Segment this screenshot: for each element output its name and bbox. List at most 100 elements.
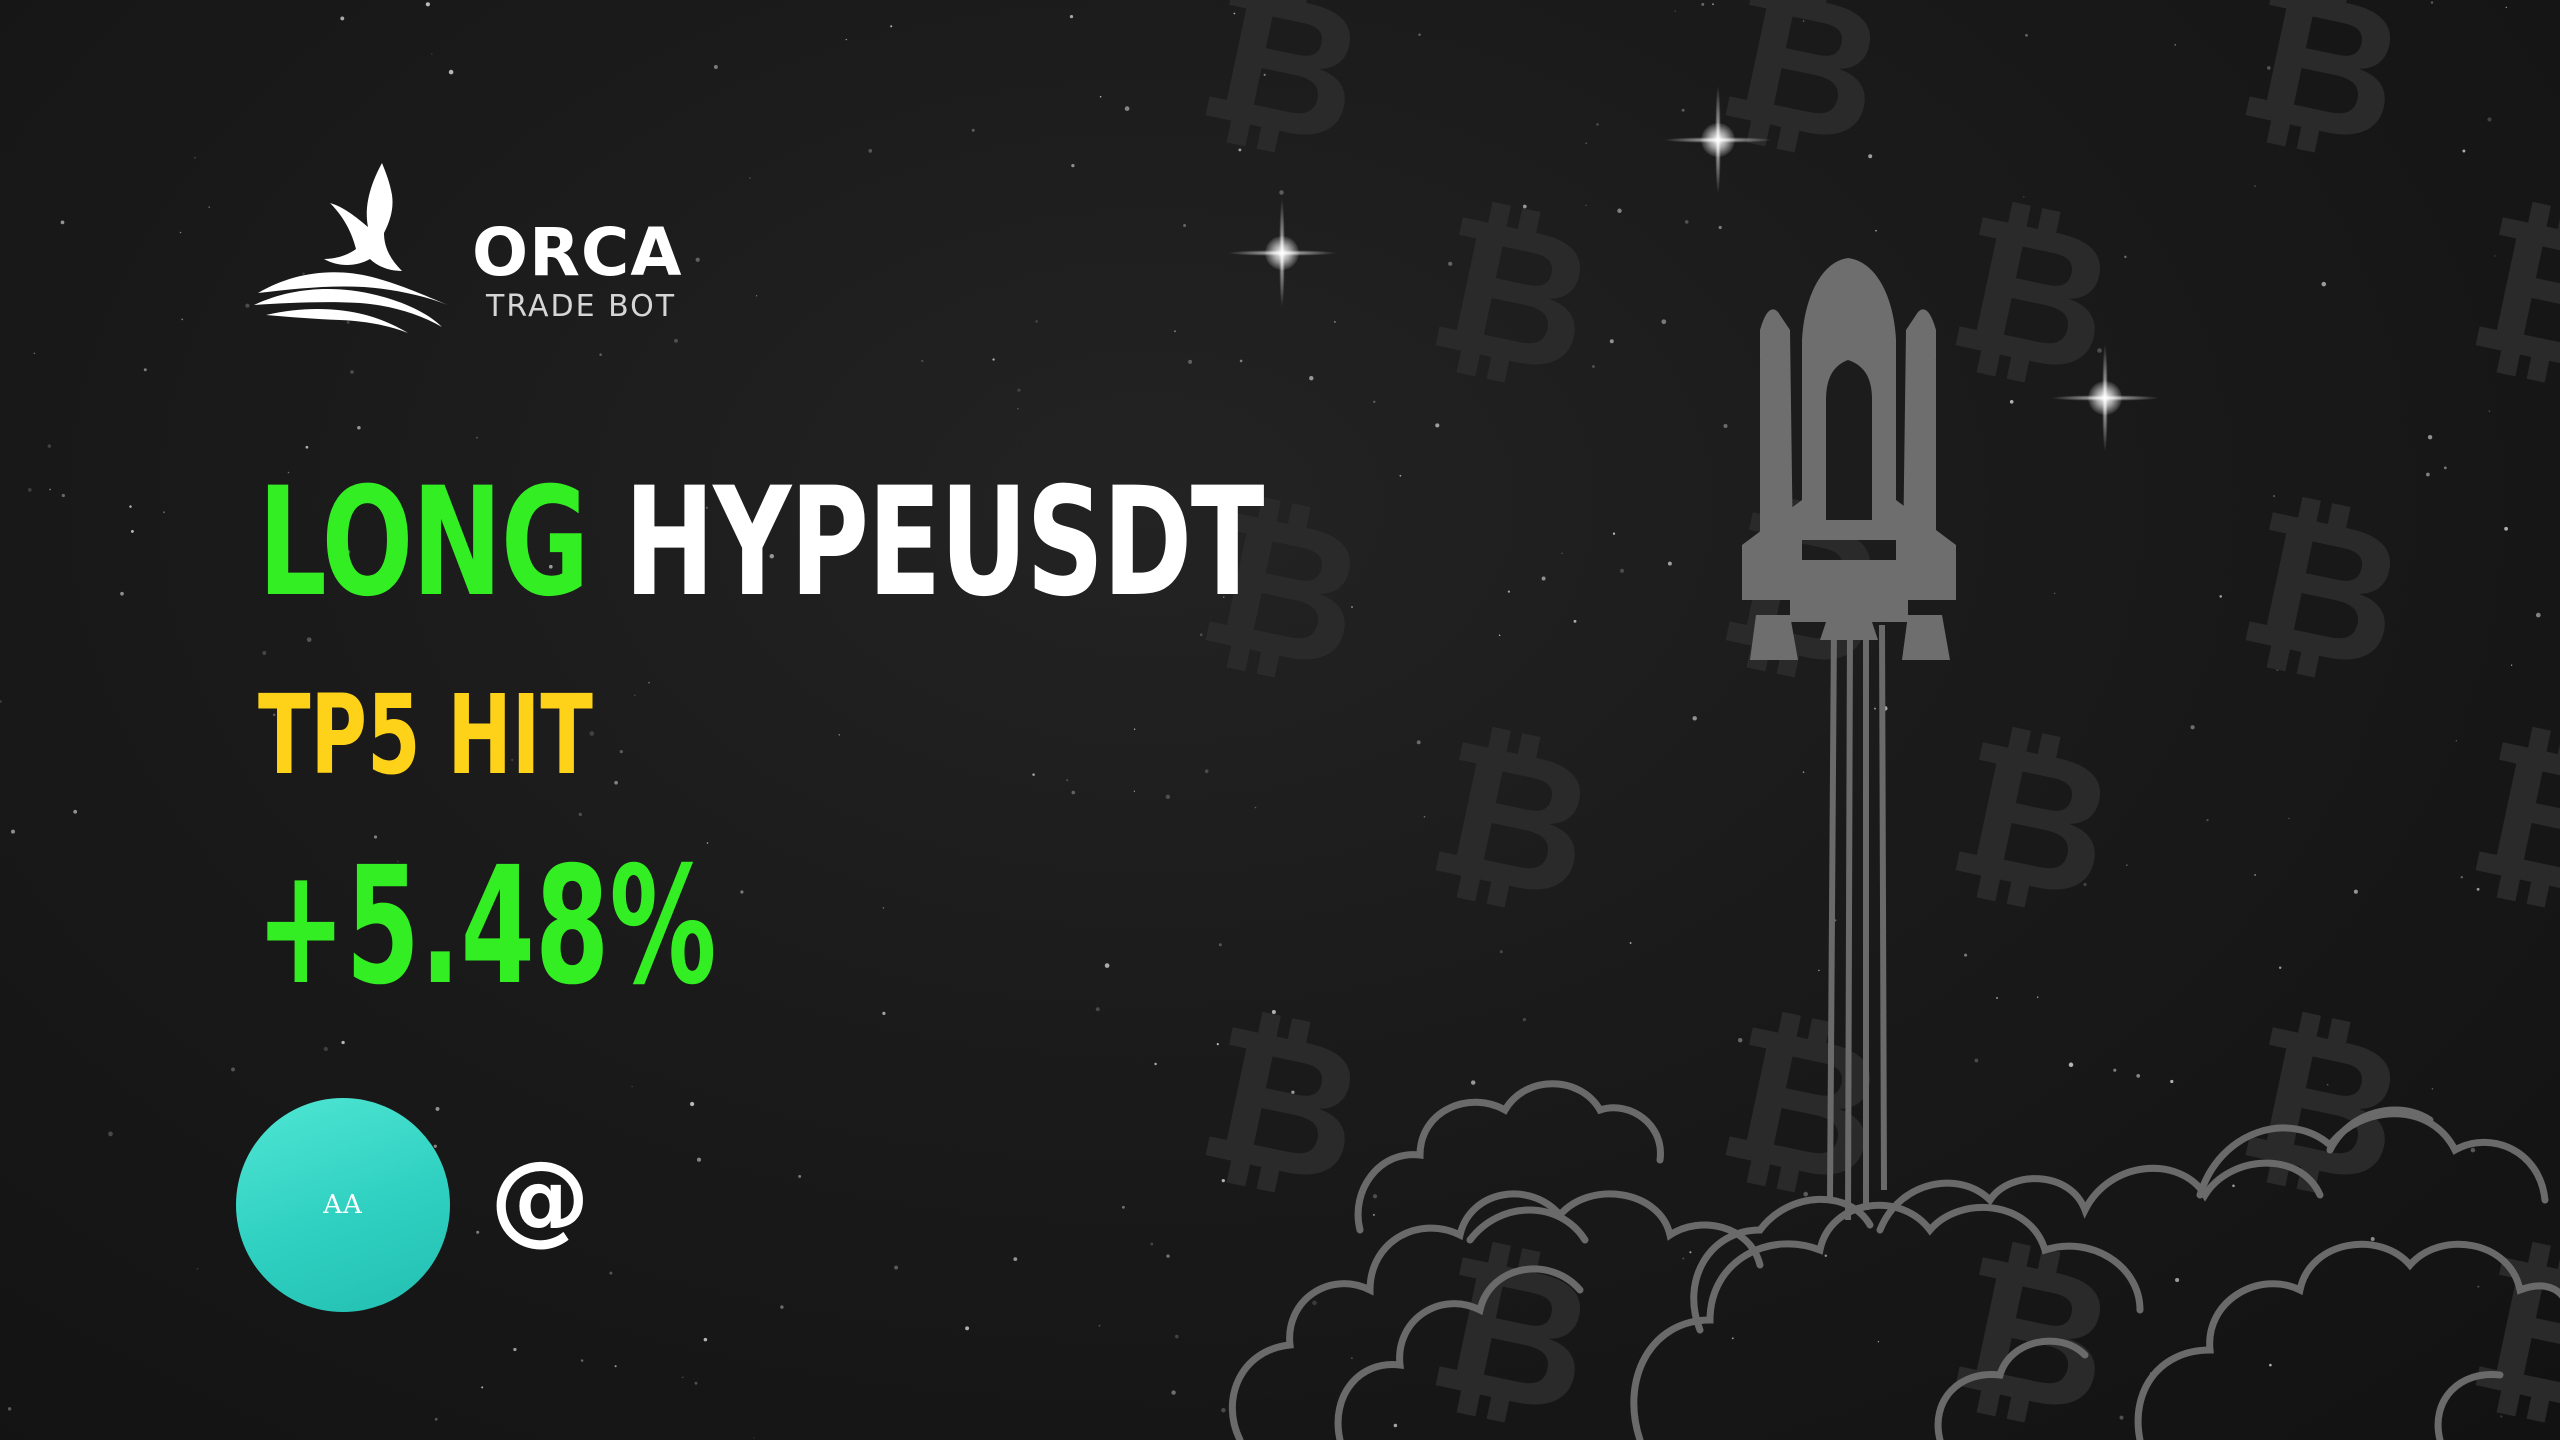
star-dot	[2278, 966, 2282, 969]
star-dot	[1123, 541, 1127, 545]
star-dot	[2488, 410, 2491, 412]
star-dot	[696, 1157, 702, 1162]
star-dot	[1104, 963, 1110, 968]
star-dot	[1996, 997, 1998, 999]
star-sparkle-icon	[2050, 343, 2160, 453]
star-dot	[2430, 1, 2434, 4]
star-dot	[2462, 149, 2466, 153]
star-dot	[1204, 769, 1209, 774]
star-dot	[570, 503, 573, 506]
star-dot	[1974, 1058, 1979, 1063]
star-dot	[1596, 123, 1599, 126]
star-dot	[1271, 1009, 1276, 1015]
star-dot	[305, 445, 309, 449]
star-dot	[2254, 874, 2256, 876]
star-dot	[1199, 633, 1203, 637]
star-dot	[921, 359, 924, 362]
star-dot	[1789, 1099, 1793, 1103]
star-dot	[2124, 255, 2127, 259]
star-dot	[1017, 388, 1021, 392]
star-dot	[1291, 1090, 1295, 1094]
star-dot	[882, 1011, 886, 1016]
star-dot	[373, 835, 378, 839]
star-dot	[60, 220, 65, 225]
star-dot	[2500, 1415, 2503, 1418]
star-dot	[7, 1407, 12, 1411]
star-dot	[1435, 423, 1440, 428]
trade-side: LONG	[258, 456, 589, 630]
star-dot	[2097, 348, 2102, 353]
star-dot	[2487, 117, 2492, 122]
star-dot	[890, 25, 893, 28]
star-dot	[2476, 887, 2480, 891]
star-dot	[1629, 942, 1632, 944]
star-dot	[1218, 943, 1222, 947]
star-dot	[2119, 1415, 2124, 1420]
star-dot	[674, 338, 678, 343]
star-dot	[634, 694, 636, 697]
star-dot	[194, 156, 197, 159]
star-dot	[350, 370, 354, 374]
star-dot	[1254, 806, 1257, 809]
star-dot	[1507, 590, 1511, 593]
star-dot	[971, 128, 975, 132]
star-dot	[346, 320, 350, 324]
profit-percentage: +5.48%	[256, 833, 717, 1021]
star-dot	[357, 425, 361, 430]
star-dot	[1173, 330, 1177, 333]
star-dot	[108, 1131, 113, 1137]
star-dot	[1609, 339, 1614, 344]
star-dot	[1066, 779, 1069, 782]
star-dot	[1818, 969, 1820, 972]
star-dot	[1612, 532, 1616, 535]
star-dot	[694, 1381, 698, 1385]
star-dot	[2276, 668, 2279, 672]
star-dot	[1418, 33, 1421, 36]
star-dot	[435, 1106, 440, 1111]
star-dot	[1071, 163, 1075, 168]
star-dot	[1964, 953, 1968, 957]
star-dot	[2427, 435, 2433, 440]
star-dot	[1824, 1254, 1828, 1258]
launch-smoke-cloud-icon	[1228, 1080, 2560, 1440]
star-dot	[1372, 1194, 1378, 1199]
star-dot	[2443, 466, 2447, 470]
star-dot	[894, 1265, 899, 1270]
star-dot	[340, 16, 345, 21]
star-dot	[798, 1174, 802, 1178]
avatar-initials: AA	[323, 1190, 363, 1220]
star-dot	[695, 257, 700, 262]
star-dot	[1674, 10, 1676, 12]
star-dot	[1165, 794, 1171, 800]
star-dot	[1701, 2, 1705, 6]
star-dot	[2319, 1152, 2321, 1154]
star-dot	[1682, 1257, 1685, 1260]
star-dot	[589, 731, 595, 736]
star-dot	[1731, 1337, 1734, 1340]
star-dot	[61, 493, 65, 498]
star-dot	[208, 206, 211, 208]
star-sparkle-icon	[1663, 85, 1773, 195]
star-dot	[1723, 423, 1728, 429]
star-dot	[1661, 319, 1667, 325]
star-dot	[1541, 576, 1546, 581]
trade-pair: HYPEUSDT	[624, 456, 1264, 630]
star-dot	[2504, 526, 2509, 531]
star-dot	[1399, 474, 1402, 477]
star-dot	[1312, 1300, 1317, 1306]
star-dot	[1121, 1205, 1125, 1209]
star-dot	[1133, 728, 1136, 730]
star-dot	[1372, 1213, 1375, 1216]
star-dot	[2370, 1237, 2375, 1241]
star-dot	[1154, 1062, 1157, 1066]
star-dot	[1069, 14, 1074, 19]
star-dot	[306, 637, 312, 643]
star-dot	[1188, 359, 1193, 364]
star-dot	[434, 1417, 438, 1421]
star-dot	[1423, 815, 1426, 818]
star-dot	[703, 1337, 708, 1342]
star-dot	[513, 1347, 517, 1352]
star-dot	[2136, 1074, 2141, 1078]
